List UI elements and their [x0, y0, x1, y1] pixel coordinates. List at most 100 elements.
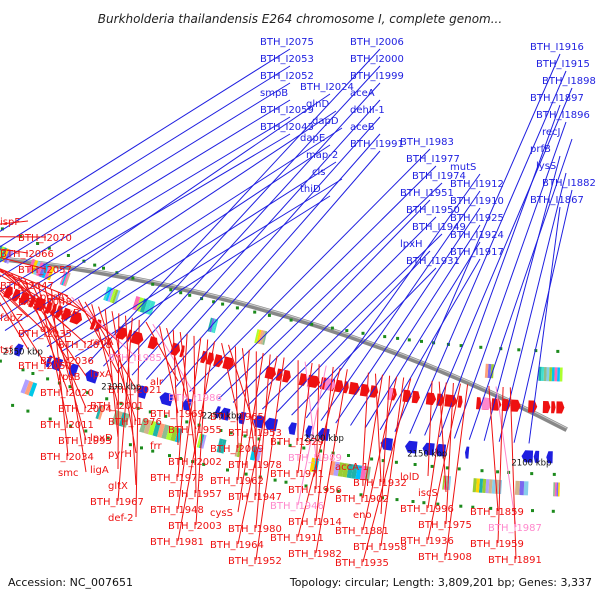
inner-tick-dot	[267, 313, 271, 317]
reverse-gene-label: fabZ	[0, 313, 23, 324]
reverse-gene-label: BTH_I2001	[90, 401, 144, 412]
outer-tick-dot	[202, 462, 206, 466]
forward-tick-dot	[86, 391, 90, 395]
forward-gene-label: dehII-1	[350, 105, 385, 116]
forward-tick-dot	[530, 472, 534, 476]
forward-cog-block	[220, 439, 227, 454]
forward-gene-arrow	[422, 442, 435, 456]
forward-gene-arrow	[465, 446, 470, 459]
reverse-cog-block	[30, 259, 39, 274]
forward-gene-label: BTH_I2052	[260, 71, 314, 82]
reverse-gene-label: dxr	[40, 324, 57, 335]
forward-cog-block	[333, 461, 340, 477]
reverse-gene-leader	[125, 315, 137, 486]
reverse-gene-leader	[0, 287, 47, 334]
forward-tick-dot	[319, 449, 323, 453]
forward-cog-block	[143, 419, 152, 435]
forward-gene-leader	[0, 48, 291, 232]
reverse-gene-label: BTH_I1953	[228, 428, 282, 439]
forward-gene-label: BTH_I1925	[450, 213, 504, 224]
inner-tick-dot	[212, 300, 216, 304]
forward-gene-label: prfB	[530, 144, 551, 155]
forward-cog-block	[20, 379, 30, 394]
reverse-gene-arrow	[348, 381, 360, 395]
forward-gene-arrow	[215, 406, 221, 419]
forward-tick-dot	[277, 441, 281, 445]
reverse-cog-block	[538, 366, 542, 381]
reverse-cog-block	[6, 250, 14, 264]
reverse-gene-leader	[509, 387, 517, 560]
reverse-gene-leader	[172, 330, 179, 446]
forward-gene-label: glnD	[306, 99, 329, 110]
reverse-gene-label: BTH_I2070	[18, 233, 72, 244]
forward-gene-arrow	[288, 422, 297, 435]
reverse-gene-leader	[375, 373, 382, 483]
forward-cog-block	[196, 433, 203, 448]
inner-tick-dot	[131, 276, 135, 280]
outer-tick-dot	[359, 493, 363, 497]
inner-tick-dot	[534, 349, 538, 353]
reverse-gene-label: rpsB	[58, 372, 81, 383]
forward-cog-block	[342, 463, 349, 478]
forward-gene-label: BTH_I1949	[412, 222, 466, 233]
accession-label: Accession: NC_007651	[8, 576, 133, 589]
reverse-gene-label: pyrH	[108, 449, 132, 460]
reverse-gene-leader	[255, 354, 271, 529]
inner-tick-dot	[420, 339, 423, 343]
inner-tick-dot	[330, 326, 334, 330]
reverse-gene-leader	[0, 268, 69, 297]
reverse-gene-label: BTH_I2018	[58, 340, 112, 351]
reverse-gene-label: BTH_I1902	[335, 494, 389, 505]
forward-tick-dot	[394, 460, 398, 464]
reverse-cog-block	[543, 367, 547, 382]
inner-tick-dot	[459, 344, 463, 348]
forward-gene-leader	[247, 216, 437, 407]
map-title: Burkholderia thailandensis E264 chromoso…	[98, 12, 502, 26]
forward-gene-arrow	[405, 440, 418, 454]
reverse-cog-block	[44, 265, 52, 280]
reverse-gene-label: BTH_I1969	[150, 409, 204, 420]
reverse-gene-arrow	[126, 329, 133, 342]
forward-tick-dot	[148, 410, 152, 414]
reverse-cog-block	[484, 363, 489, 378]
inner-tick-dot	[151, 282, 155, 286]
forward-gene-leader	[131, 99, 381, 376]
pseudogene-label: BTH_I1946	[270, 501, 324, 512]
forward-gene-arrow	[533, 450, 540, 463]
forward-gene-label: BTH_I1916	[530, 42, 584, 53]
forward-gene-label: map-2	[306, 150, 338, 161]
forward-gene-label: BTH_I1999	[350, 71, 404, 82]
inner-tick-dot	[289, 318, 293, 322]
reverse-cog-block	[546, 367, 550, 382]
outer-tick-dot	[140, 446, 143, 450]
forward-gene-leader	[364, 241, 481, 428]
reverse-gene-label: BTH_I1947	[228, 492, 282, 503]
reverse-cog-block	[38, 263, 47, 278]
reverse-gene-label: BTH_I1964	[210, 540, 264, 551]
reverse-gene-leader	[362, 378, 412, 563]
label-leader-lines	[0, 48, 573, 563]
forward-tick-dot	[219, 429, 223, 432]
kbp-tick-label: 2100 kbp	[511, 459, 551, 469]
reverse-gene-label: BTH_I1859	[470, 507, 524, 518]
forward-gene-leader	[424, 87, 573, 436]
forward-gene-arrow	[305, 425, 313, 438]
reverse-gene-label: lpxB	[58, 308, 80, 319]
forward-gene-leader	[174, 150, 381, 389]
reverse-gene-label: BTH_I2066	[0, 249, 54, 260]
reverse-gene-leader	[31, 281, 87, 409]
forward-gene-leader	[528, 206, 561, 444]
reverse-gene-leader	[304, 361, 317, 458]
forward-gene-label: BTH_I1977	[406, 154, 460, 165]
outer-tick-dot	[489, 506, 493, 510]
forward-gene-label: cls	[312, 167, 326, 178]
reverse-gene-label: accA-1	[335, 462, 369, 473]
forward-cog-block	[165, 425, 174, 441]
forward-gene-label: BTH_I2043	[260, 122, 314, 133]
inner-tick-dot	[479, 345, 483, 349]
reverse-cog-block	[35, 262, 44, 277]
reverse-gene-leader	[0, 248, 29, 254]
reverse-gene-label: tsf	[0, 345, 13, 356]
reverse-gene-label: lolD	[400, 472, 420, 483]
kbp-tick-label: 2250 kbp	[202, 412, 242, 422]
